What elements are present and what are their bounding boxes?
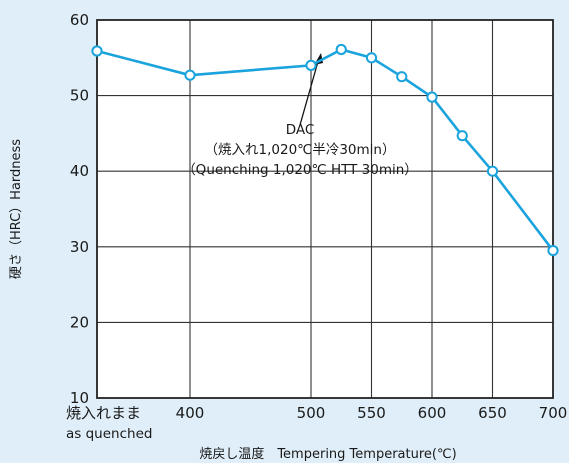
x-axis-ticks: 焼入れまま as quenched 400 500 550 600 650 700 <box>66 404 567 442</box>
data-point-7 <box>456 130 468 142</box>
annotation-arrow <box>299 57 320 126</box>
data-point-4 <box>365 52 378 64</box>
y-tick-label-50: 50 <box>70 87 89 105</box>
annotation-line-3: （Quenching 1,020℃ HTT 30min） <box>182 162 418 178</box>
y-tick-label-30: 30 <box>70 238 89 256</box>
x-tick-label-550: 550 <box>357 404 386 422</box>
data-point-6 <box>426 91 438 103</box>
y-tick-label-10: 10 <box>70 389 89 407</box>
data-point-0 <box>91 45 103 57</box>
y-tick-label-20: 20 <box>70 313 89 331</box>
data-point-3 <box>335 43 347 56</box>
x-axis-title: 焼戻し温度 Tempering Temperature(℃) <box>199 446 456 462</box>
x-tick-label-500: 500 <box>297 404 326 422</box>
y-axis-title: 硬さ（HRC）Hardness <box>9 139 24 279</box>
annotation-line-1: DAC <box>286 122 315 138</box>
plot-area <box>97 20 553 398</box>
x-tick-label-600: 600 <box>418 404 447 422</box>
y-tick-label-40: 40 <box>70 162 89 180</box>
data-point-9 <box>547 244 559 257</box>
grid <box>97 20 553 398</box>
x-tick-label-700: 700 <box>539 404 568 422</box>
x-tick-label-650: 650 <box>478 404 507 422</box>
data-point-1 <box>184 69 196 81</box>
y-tick-label-60: 60 <box>70 11 89 29</box>
y-axis-ticks: 10 20 30 40 50 60 <box>70 11 89 407</box>
data-point-5 <box>396 71 408 83</box>
plot-frame <box>96 19 554 399</box>
x-tick-sublabel: as quenched <box>66 426 152 442</box>
data-point-2 <box>305 59 317 71</box>
annotation-line-2: （焼入れ1,020℃半冷30min） <box>205 142 396 158</box>
series-line-0 <box>96 48 555 252</box>
data-point-8 <box>486 165 499 177</box>
x-tick-label-400: 400 <box>176 404 205 422</box>
series-dac <box>91 43 559 257</box>
x-tick-label-0: 焼入れまま <box>66 404 141 422</box>
